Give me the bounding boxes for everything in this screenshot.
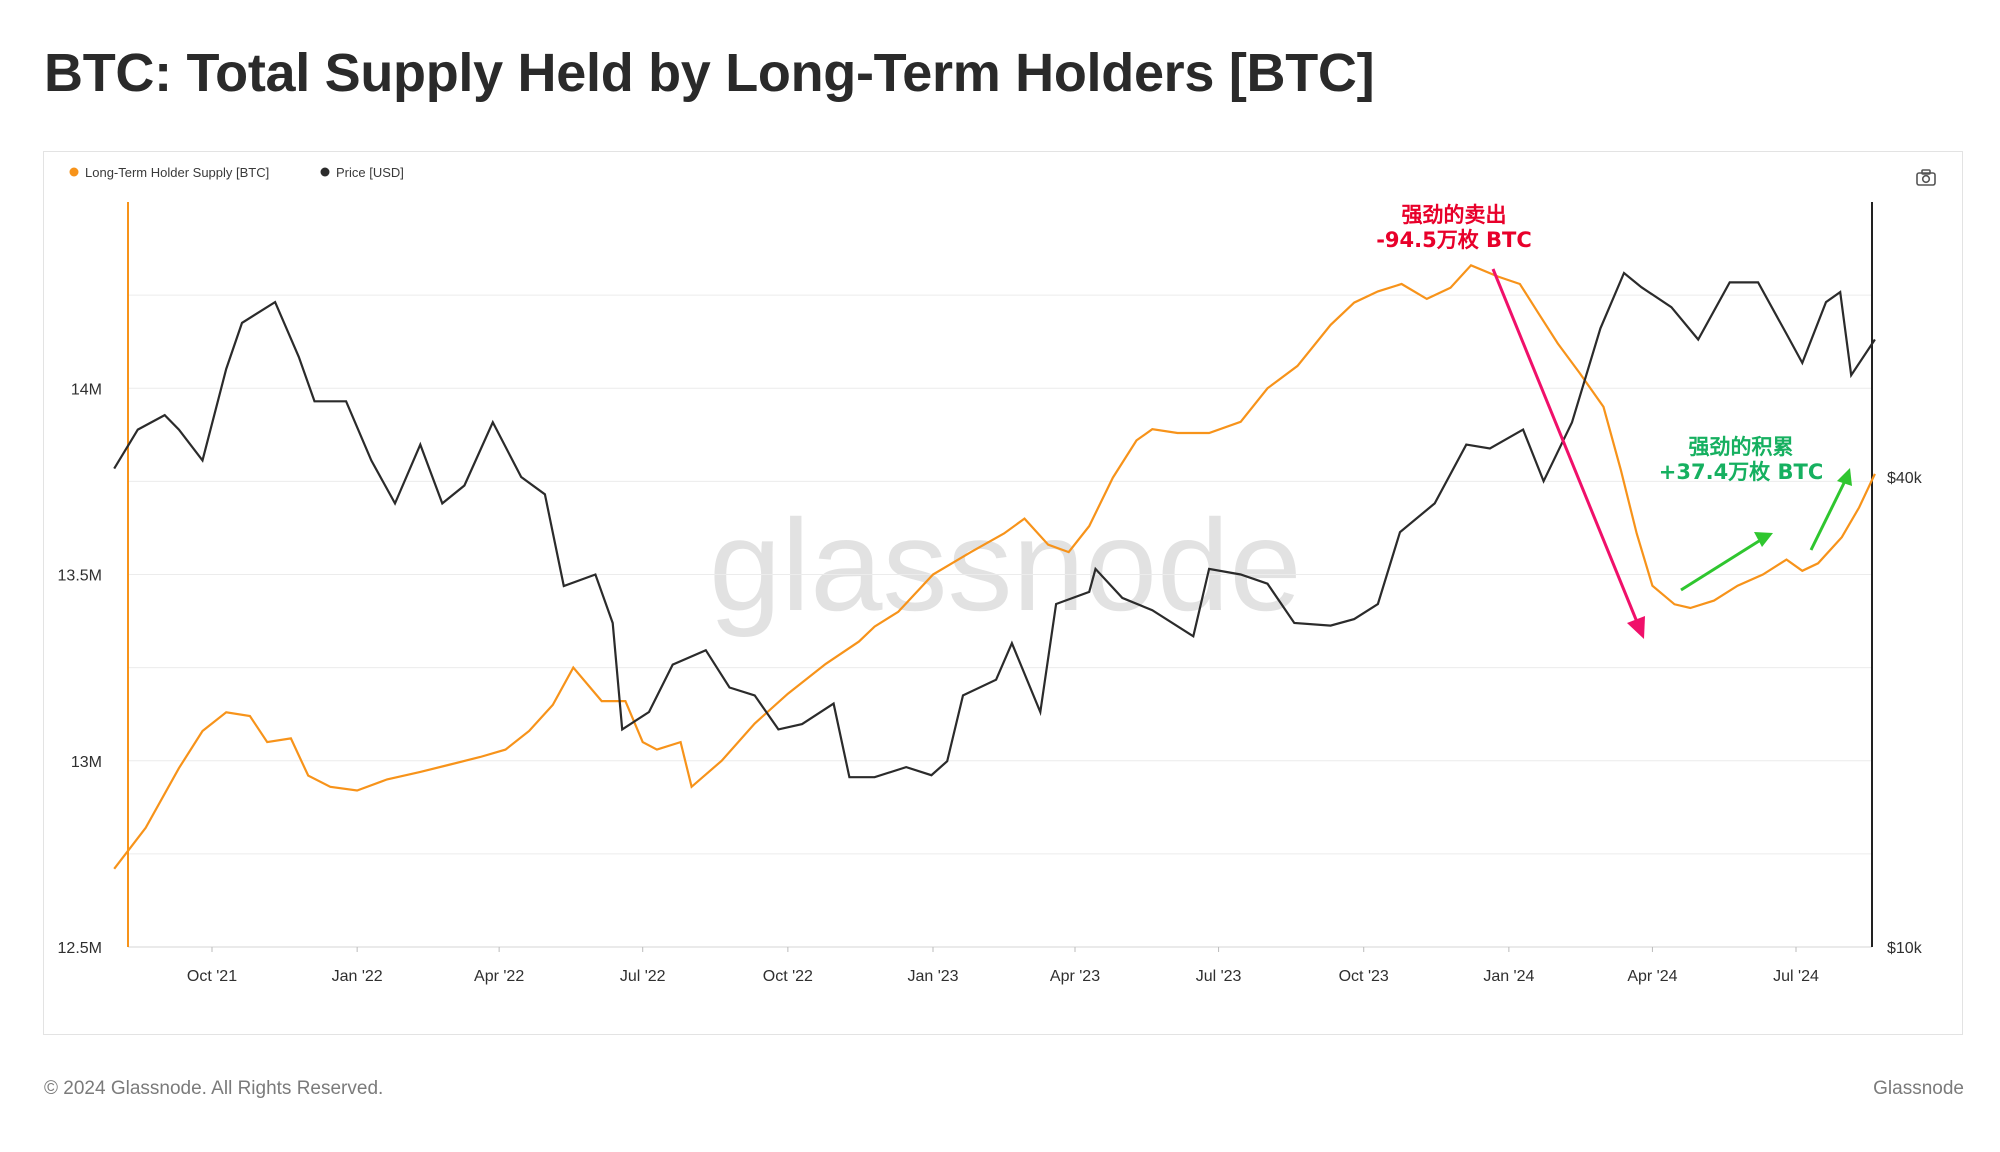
sell-arrow: [1491, 268, 1639, 623]
y-right-tick-label: $40k: [1887, 470, 1923, 487]
y-left-tick-label: 14M: [71, 381, 102, 398]
accumulate-arrow-1: [1680, 539, 1760, 592]
sell-annotation-line1: 强劲的卖出: [1402, 203, 1507, 227]
sell-annotation-line2: -94.5万枚 BTC: [1376, 228, 1532, 252]
x-tick-label: Jul '24: [1773, 968, 1819, 985]
y-left-tick-label: 13.5M: [58, 568, 102, 585]
chart-svg: glassnode 12.5M 13M 13.5M 14M $10k $40k Oct '2…: [58, 165, 1936, 985]
x-tick-label: Oct '22: [763, 968, 813, 985]
legend: Long-Term Holder Supply [BTC] Price [USD…: [69, 165, 404, 180]
accumulate-annotation-line1: 强劲的积累: [1689, 435, 1794, 459]
lth-supply-line: [113, 263, 1876, 870]
price-line: [113, 271, 1876, 779]
chart-card: glassnode 12.5M 13M 13.5M 14M $10k $40k Oct '2…: [43, 151, 1963, 1035]
x-tick-label: Apr '22: [474, 968, 524, 985]
legend-label-price: Price [USD]: [336, 165, 404, 180]
accumulate-arrow-2: [1809, 482, 1846, 551]
accumulate-annotation-line2: +37.4万枚 BTC: [1659, 460, 1823, 484]
camera-icon[interactable]: [1916, 169, 1936, 186]
x-tick-label: Jul '23: [1196, 968, 1242, 985]
footer-copyright: © 2024 Glassnode. All Rights Reserved.: [44, 1078, 384, 1099]
legend-dot-price: [320, 167, 330, 177]
sell-annotation: 强劲的卖出 -94.5万枚 BTC: [1376, 203, 1645, 639]
accumulate-arrowhead-1: [1754, 532, 1773, 547]
tick-layer: 12.5M 13M 13.5M 14M $10k $40k Oct '21 Jan '22 Ap…: [58, 381, 1923, 985]
sell-arrowhead: [1627, 616, 1645, 639]
footer-brand[interactable]: Glassnode: [1873, 1078, 1964, 1099]
x-tick-label: Oct '21: [187, 968, 237, 985]
accumulate-annotation: 强劲的积累 +37.4万枚 BTC: [1659, 435, 1852, 592]
page-title: BTC: Total Supply Held by Long-Term Hold…: [44, 43, 1375, 103]
x-tick-label: Apr '23: [1050, 968, 1100, 985]
legend-label-lth: Long-Term Holder Supply [BTC]: [85, 165, 269, 180]
x-tick-label: Jan '24: [1483, 968, 1534, 985]
legend-dot-lth: [69, 167, 79, 177]
y-left-tick-label: 12.5M: [58, 940, 102, 957]
grid-layer: [128, 294, 1872, 948]
watermark: glassnode: [709, 492, 1302, 638]
y-right-tick-label: $10k: [1887, 940, 1923, 957]
y-left-tick-label: 13M: [71, 754, 102, 771]
x-tick-label: Oct '23: [1339, 968, 1389, 985]
x-tick-label: Jan '22: [332, 968, 383, 985]
x-tick-label: Jul '22: [620, 968, 666, 985]
x-tick-label: Jan '23: [907, 968, 958, 985]
x-tick-label: Apr '24: [1627, 968, 1677, 985]
accumulate-arrowhead-2: [1837, 468, 1852, 486]
